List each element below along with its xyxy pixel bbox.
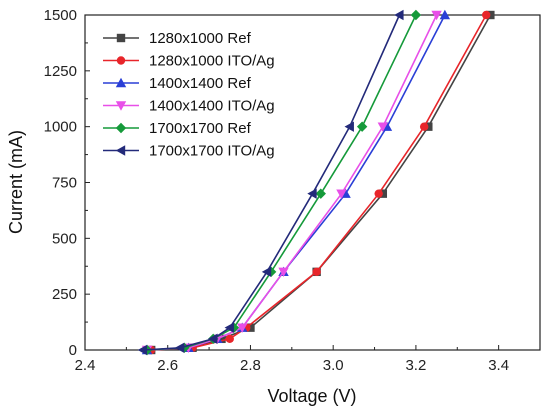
data-point xyxy=(307,188,317,199)
x-axis-ticks: 2.4 2.6 2.8 3.0 3.2 3.4 xyxy=(75,345,509,374)
legend-label: 1280x1000 ITO/Ag xyxy=(149,53,275,70)
data-point xyxy=(224,322,234,333)
legend-item: 1700x1700 ITO/Ag xyxy=(103,143,275,160)
data-point xyxy=(225,334,234,344)
y-tick-label: 1250 xyxy=(44,63,77,80)
data-point xyxy=(394,9,404,21)
data-point xyxy=(344,121,354,132)
legend-label: 1400x1400 ITO/Ag xyxy=(149,98,275,115)
legend-item: 1280x1000 Ref xyxy=(103,30,252,47)
data-point xyxy=(377,122,389,132)
series-line xyxy=(151,14,487,351)
data-point xyxy=(315,188,326,199)
legend-marker xyxy=(115,145,126,156)
data-point xyxy=(439,9,451,20)
legend-item: 1400x1400 Ref xyxy=(103,75,252,92)
y-tick-label: 0 xyxy=(69,342,77,359)
x-tick-label: 3.0 xyxy=(323,357,344,374)
x-tick-label: 3.4 xyxy=(488,357,509,374)
x-tick-label: 2.4 xyxy=(75,357,96,374)
data-point xyxy=(431,10,442,21)
legend-marker xyxy=(115,122,127,134)
y-axis-title: Current (mA) xyxy=(6,130,26,234)
data-point xyxy=(236,323,248,333)
series-line xyxy=(142,14,401,351)
legend-marker xyxy=(116,33,126,43)
data-point xyxy=(261,266,272,278)
legend-marker xyxy=(116,56,126,65)
data-point xyxy=(410,9,422,21)
data-point xyxy=(356,121,368,132)
x-tick-label: 3.2 xyxy=(405,357,426,374)
legend: 1280x1000 Ref 1280x1000 ITO/Ag 1400x1400 R… xyxy=(103,30,275,160)
y-axis-ticks: 0 250 500 750 1000 1250 1500 xyxy=(44,7,90,359)
x-tick-label: 2.8 xyxy=(240,357,261,374)
data-point xyxy=(137,344,148,356)
legend-label: 1280x1000 Ref xyxy=(149,30,252,47)
series-line xyxy=(146,14,438,351)
data-point xyxy=(217,334,226,344)
y-tick-label: 1000 xyxy=(44,119,77,136)
y-tick-label: 750 xyxy=(52,175,77,192)
data-point xyxy=(208,333,218,345)
data-point xyxy=(482,10,491,20)
data-point xyxy=(278,267,289,278)
legend-item: 1700x1700 Ref xyxy=(103,120,252,137)
data-point xyxy=(174,342,185,353)
legend-label: 1700x1700 Ref xyxy=(149,120,252,137)
legend-label: 1400x1400 Ref xyxy=(149,75,252,92)
data-point xyxy=(336,189,347,199)
data-point xyxy=(419,122,429,131)
legend-item: 1400x1400 ITO/Ag xyxy=(103,98,275,115)
data-point xyxy=(312,267,321,277)
x-axis-title: Voltage (V) xyxy=(267,386,356,406)
legend-marker xyxy=(115,101,127,111)
series-6 xyxy=(137,9,404,356)
y-tick-label: 500 xyxy=(52,230,77,247)
series-layer xyxy=(137,9,495,356)
data-point xyxy=(374,189,383,198)
y-tick-label: 1500 xyxy=(44,7,77,24)
x-tick-label: 2.6 xyxy=(157,357,178,374)
y-tick-label: 250 xyxy=(52,286,77,303)
series-line xyxy=(146,14,417,351)
legend-marker xyxy=(115,77,127,88)
legend-label: 1700x1700 ITO/Ag xyxy=(149,143,275,160)
legend-item: 1280x1000 ITO/Ag xyxy=(103,53,275,70)
